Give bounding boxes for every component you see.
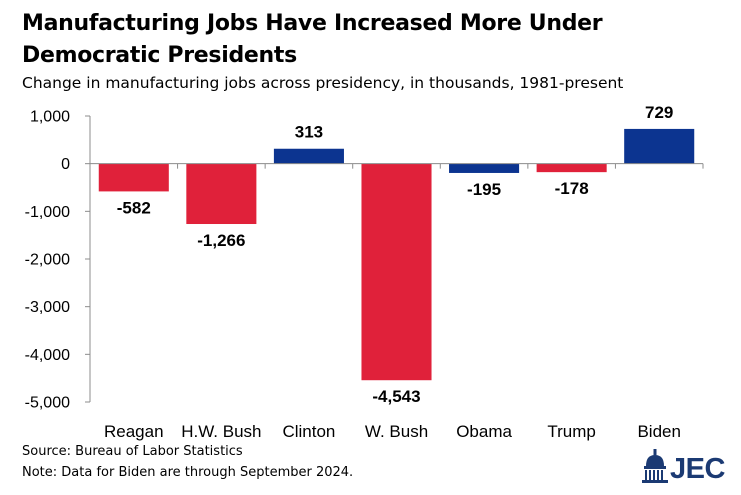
bar-obama — [449, 163, 520, 173]
jec-logo: JEC — [640, 447, 736, 487]
bar-biden — [624, 128, 695, 164]
y-axis: 1,000 0 -1,000 -2,000 -3,000 -4,000 -5,000 — [25, 109, 704, 412]
y-tick-label: -5,000 — [25, 395, 70, 412]
chart-title: Manufacturing Jobs Have Increased More U… — [22, 11, 603, 68]
y-tick-label: -2,000 — [25, 252, 70, 269]
value-label: -1,266 — [197, 231, 245, 250]
value-label: 313 — [295, 123, 323, 142]
value-label: -4,543 — [372, 387, 420, 406]
bar-w-bush — [361, 163, 432, 381]
value-label: -195 — [467, 180, 501, 199]
category-label: Clinton — [282, 422, 335, 441]
capitol-dome-icon — [642, 449, 668, 483]
logo-text: JEC — [670, 453, 725, 485]
category-label: Biden — [637, 422, 680, 441]
x-axis-labels: Reagan H.W. Bush Clinton W. Bush Obama Trump B… — [104, 422, 681, 441]
category-label: W. Bush — [365, 422, 428, 441]
data-note: Note: Data for Biden are through Septemb… — [22, 465, 354, 480]
bar-reagan — [98, 163, 169, 192]
y-tick-label: 1,000 — [30, 109, 70, 126]
bar-clinton — [273, 148, 344, 164]
bar-trump — [536, 163, 607, 173]
y-tick-label: -3,000 — [25, 299, 70, 316]
source-note: Source: Bureau of Labor Statistics — [22, 444, 243, 459]
y-tick-label: -1,000 — [25, 204, 70, 221]
y-tick-label: 0 — [61, 156, 70, 173]
bars — [98, 128, 695, 381]
category-label: Reagan — [104, 422, 164, 441]
value-label: -582 — [117, 198, 151, 217]
value-labels: -582 -1,266 313 -4,543 -195 -178 729 — [117, 103, 674, 406]
value-label: -178 — [555, 179, 589, 198]
chart-subtitle: Change in manufacturing jobs across pres… — [22, 74, 624, 92]
bar-h-w-bush — [186, 163, 257, 225]
y-tick-label: -4,000 — [25, 347, 70, 364]
bar-chart: 1,000 0 -1,000 -2,000 -3,000 -4,000 -5,000 -58… — [25, 103, 704, 441]
value-label: 729 — [645, 103, 673, 122]
category-label: Trump — [547, 422, 596, 441]
category-label: Obama — [456, 422, 512, 441]
category-label: H.W. Bush — [181, 422, 261, 441]
